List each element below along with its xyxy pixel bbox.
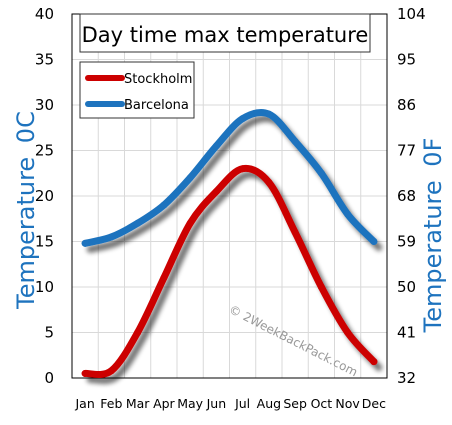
y-tick-label-right: 50 <box>397 278 416 296</box>
data-point-stockholm-sep <box>291 228 299 236</box>
right-axis-ticks: 32 41 50 59 68 77 86 95 104 <box>397 5 426 387</box>
y-tick-label-right: 95 <box>397 51 416 69</box>
legend-label-stockholm: Stockholm <box>124 72 192 87</box>
y-tick-label-right: 59 <box>397 233 416 251</box>
x-tick-label: Nov <box>335 396 360 411</box>
data-point-barcelona-jun <box>212 142 220 150</box>
data-point-stockholm-oct <box>317 283 325 291</box>
y-axis-label-right-text: Temperature <box>419 180 447 333</box>
data-point-stockholm-dec <box>370 358 378 366</box>
x-tick-label: Sep <box>283 396 307 411</box>
y-tick-label-left: 40 <box>35 5 54 23</box>
y-axis-label-right: Temperature 0F <box>419 138 447 334</box>
y-tick-label-left: 30 <box>35 96 54 114</box>
y-tick-label-right: 77 <box>397 142 416 160</box>
series-layer <box>81 108 378 378</box>
y-axis-label-left-unit: 0C <box>12 111 40 143</box>
data-point-barcelona-jan <box>81 239 89 247</box>
data-point-stockholm-jun <box>212 187 220 195</box>
y-tick-label-left: 20 <box>35 187 54 205</box>
data-point-stockholm-may <box>186 219 194 227</box>
y-tick-label-right: 68 <box>397 187 416 205</box>
data-point-barcelona-mar <box>134 219 142 227</box>
x-tick-label: Dec <box>362 396 386 411</box>
y-tick-label-left: 10 <box>35 278 54 296</box>
y-axis-label-left-text: Temperature <box>12 157 40 310</box>
legend-label-barcelona: Barcelona <box>124 98 189 113</box>
x-tick-label: Feb <box>100 396 122 411</box>
y-axis-label-left: Temperature 0C <box>12 111 40 310</box>
data-point-barcelona-feb <box>107 233 115 241</box>
x-tick-label: Jul <box>234 396 250 411</box>
x-tick-label: Mar <box>126 396 150 411</box>
data-point-stockholm-feb <box>107 367 115 375</box>
data-point-stockholm-aug <box>265 178 273 186</box>
y-tick-label-left: 15 <box>35 233 54 251</box>
x-tick-label: May <box>177 396 203 411</box>
y-axis-label-right-unit: 0F <box>419 138 447 167</box>
data-point-barcelona-oct <box>317 169 325 177</box>
y-tick-label-left: 5 <box>44 324 54 342</box>
series-line-stockholm <box>81 164 378 378</box>
y-tick-label-right: 41 <box>397 324 416 342</box>
data-point-stockholm-nov <box>344 329 352 336</box>
data-point-barcelona-aug <box>265 110 273 118</box>
y-tick-label-left: 35 <box>35 51 54 69</box>
data-point-barcelona-apr <box>160 201 168 209</box>
y-tick-label-right: 32 <box>397 369 416 387</box>
x-tick-label: Oct <box>311 396 333 411</box>
y-tick-label-right: 104 <box>397 5 426 23</box>
y-tick-label-left: 25 <box>35 142 54 160</box>
data-point-stockholm-jul <box>239 165 247 173</box>
y-tick-label-left: 0 <box>44 369 54 387</box>
legend-box <box>79 61 195 119</box>
x-tick-label: Apr <box>153 396 175 411</box>
data-point-barcelona-may <box>186 174 194 182</box>
left-axis-ticks: 0 5 10 15 20 25 30 35 40 <box>35 5 54 387</box>
data-point-stockholm-apr <box>160 274 168 282</box>
data-point-barcelona-dec <box>370 238 378 245</box>
data-point-stockholm-mar <box>134 329 142 336</box>
data-point-stockholm-jan <box>81 369 89 377</box>
data-point-barcelona-nov <box>344 210 352 218</box>
title-box <box>79 13 371 53</box>
x-tick-label: Jan <box>74 396 94 411</box>
data-point-barcelona-sep <box>291 137 299 145</box>
x-axis-ticks: Jan Feb Mar Apr May Jun Jul Aug Sep Oct Nov Dec <box>74 396 386 411</box>
y-tick-label-right: 86 <box>397 96 416 114</box>
data-point-barcelona-jul <box>239 115 247 123</box>
chart-title: Day time max temperature <box>82 23 369 47</box>
x-tick-label: Aug <box>257 396 281 411</box>
x-tick-label: Jun <box>206 396 227 411</box>
